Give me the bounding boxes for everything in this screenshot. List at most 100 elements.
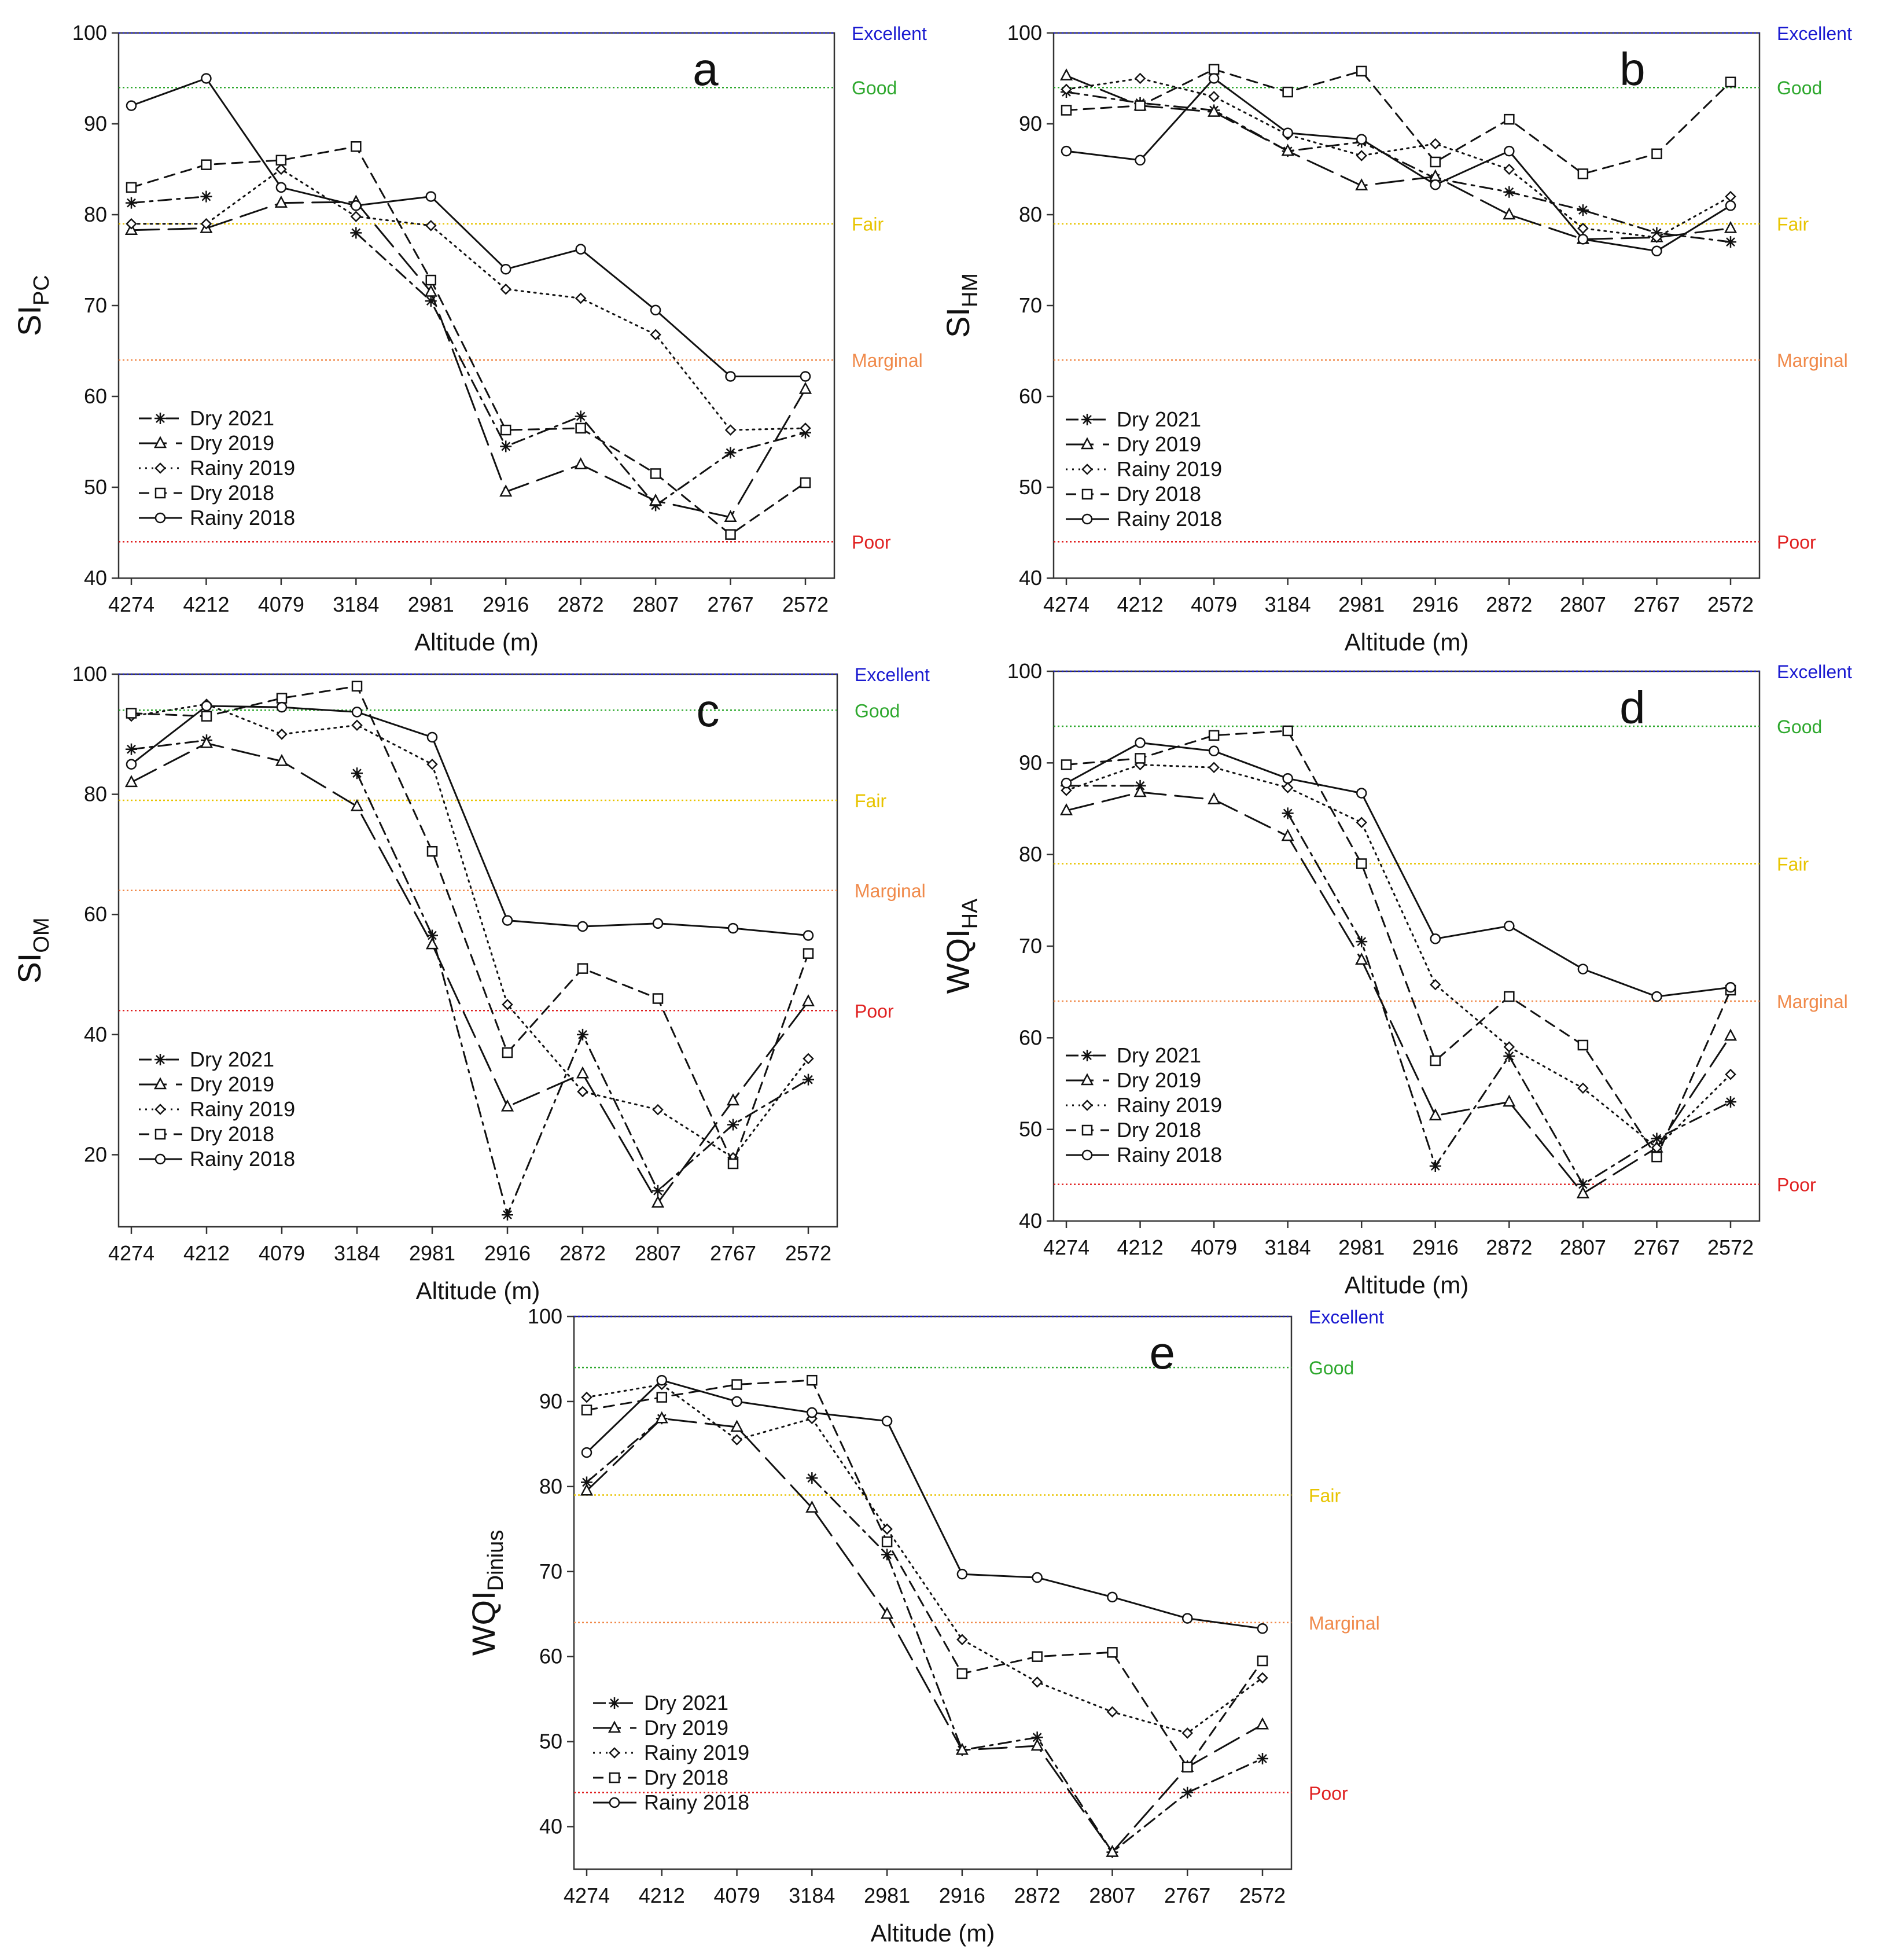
data-point bbox=[200, 218, 212, 230]
legend-label: Dry 2021 bbox=[190, 1047, 274, 1071]
y-tick-label: 40 bbox=[84, 566, 107, 590]
data-point bbox=[1503, 163, 1515, 175]
threshold-label-poor: Poor bbox=[852, 532, 891, 553]
data-point bbox=[727, 922, 739, 934]
data-point bbox=[1430, 1055, 1441, 1067]
legend-label: Dry 2019 bbox=[190, 1072, 274, 1096]
series-dry-2021 bbox=[126, 190, 811, 512]
data-point bbox=[1106, 1844, 1119, 1857]
data-point bbox=[1061, 785, 1072, 796]
data-point bbox=[274, 195, 288, 208]
y-tick-label: 90 bbox=[1019, 751, 1042, 774]
series-rainy-2019 bbox=[1061, 72, 1736, 244]
threshold-label-fair: Fair bbox=[852, 214, 884, 235]
legend-item-dry-2021: Dry 2021 bbox=[139, 1047, 274, 1071]
legend-label: Dry 2018 bbox=[1117, 1118, 1201, 1142]
y-tick-label: 40 bbox=[1019, 1209, 1042, 1233]
data-point bbox=[1282, 773, 1293, 784]
data-point bbox=[1651, 148, 1662, 160]
x-tick-label: 2981 bbox=[409, 1241, 455, 1265]
data-point bbox=[1257, 1672, 1268, 1684]
data-point bbox=[1725, 1068, 1736, 1080]
series-line bbox=[1065, 78, 1732, 238]
y-tick-label: 90 bbox=[539, 1389, 562, 1413]
legend-item-dry-2018: Dry 2018 bbox=[593, 1766, 728, 1789]
x-tick-label: 4212 bbox=[639, 1884, 685, 1907]
data-point bbox=[1577, 964, 1589, 975]
data-point bbox=[351, 200, 362, 211]
data-point bbox=[201, 73, 212, 84]
x-tick-label: 4274 bbox=[564, 1884, 610, 1907]
data-point bbox=[499, 484, 513, 497]
data-point bbox=[800, 477, 811, 488]
data-point bbox=[351, 141, 362, 152]
legend-item-dry-2019: Dry 2019 bbox=[1066, 1068, 1201, 1092]
x-tick-label: 4212 bbox=[183, 593, 229, 616]
data-point bbox=[807, 1407, 818, 1418]
legend-item-dry-2019: Dry 2019 bbox=[139, 431, 274, 455]
x-tick-label: 2572 bbox=[782, 593, 829, 616]
y-tick-label: 70 bbox=[1019, 293, 1042, 317]
data-point bbox=[1651, 991, 1662, 1002]
data-point bbox=[1208, 104, 1221, 117]
data-point bbox=[201, 711, 212, 722]
x-tick-label: 4079 bbox=[1191, 1235, 1237, 1259]
legend-item-dry-2021: Dry 2021 bbox=[1066, 407, 1201, 431]
data-point bbox=[425, 220, 437, 231]
threshold-label-marginal: Marginal bbox=[855, 881, 926, 902]
data-point bbox=[1181, 1762, 1193, 1773]
legend-label: Rainy 2019 bbox=[190, 456, 295, 480]
threshold-label-fair: Fair bbox=[855, 790, 886, 811]
data-point bbox=[425, 295, 437, 307]
legend-label: Dry 2019 bbox=[1117, 1068, 1201, 1092]
data-point bbox=[1208, 91, 1220, 102]
data-point bbox=[126, 218, 137, 230]
data-point bbox=[1061, 145, 1072, 157]
x-tick-label: 2981 bbox=[864, 1884, 910, 1907]
panel-c: 20 40 60 80 100 4274 4212 4079 3184 2981 2916 2872 2… bbox=[11, 662, 930, 1304]
data-point bbox=[724, 510, 737, 523]
data-point bbox=[955, 1742, 969, 1755]
data-point bbox=[1504, 991, 1515, 1002]
data-point bbox=[275, 753, 289, 766]
threshold-label-good: Good bbox=[1777, 716, 1822, 737]
data-point bbox=[276, 701, 288, 713]
data-point bbox=[650, 329, 661, 341]
panel-d: 40 50 60 70 80 90 100 4274 4212 4079 3184 2981 2916 2… bbox=[940, 659, 1852, 1299]
legend-swatch-marker bbox=[608, 1720, 621, 1733]
x-tick-label: 3184 bbox=[789, 1884, 835, 1907]
y-tick-label: 100 bbox=[528, 1304, 562, 1328]
data-point bbox=[1181, 1786, 1194, 1799]
legend-label: Dry 2018 bbox=[190, 1122, 274, 1146]
data-point bbox=[1282, 127, 1293, 138]
data-point bbox=[1061, 759, 1072, 770]
data-point bbox=[1725, 1096, 1736, 1108]
legend-swatch-marker bbox=[154, 1104, 166, 1115]
legend-swatch-marker bbox=[154, 1153, 166, 1165]
data-point bbox=[1725, 190, 1736, 203]
data-point bbox=[351, 719, 363, 731]
legend-item-dry-2021: Dry 2021 bbox=[1066, 1043, 1201, 1067]
x-tick-label: 2916 bbox=[1412, 593, 1459, 616]
legend-label: Dry 2019 bbox=[190, 431, 274, 455]
series-rainy-2019 bbox=[126, 163, 811, 436]
threshold-label-poor: Poor bbox=[1777, 1175, 1816, 1196]
series-dry-2018 bbox=[1061, 64, 1736, 179]
data-point bbox=[500, 263, 511, 275]
legend-swatch-marker bbox=[154, 487, 166, 499]
data-point bbox=[805, 1500, 819, 1513]
data-point bbox=[351, 681, 363, 692]
legend-swatch-marker bbox=[154, 512, 166, 524]
data-point bbox=[1503, 207, 1516, 220]
legend-item-rainy-2019: Rainy 2019 bbox=[1066, 1093, 1222, 1117]
series-dry-2019 bbox=[1059, 68, 1738, 244]
legend-swatch-marker bbox=[154, 1128, 166, 1140]
threshold-label-marginal: Marginal bbox=[1777, 350, 1848, 371]
data-point bbox=[1577, 168, 1589, 179]
x-tick-label: 3184 bbox=[334, 1241, 380, 1265]
y-axis-title: SIHM bbox=[940, 273, 982, 338]
data-point bbox=[1430, 979, 1441, 991]
x-tick-label: 2767 bbox=[708, 593, 754, 616]
data-point bbox=[350, 211, 362, 222]
data-point bbox=[502, 999, 513, 1010]
